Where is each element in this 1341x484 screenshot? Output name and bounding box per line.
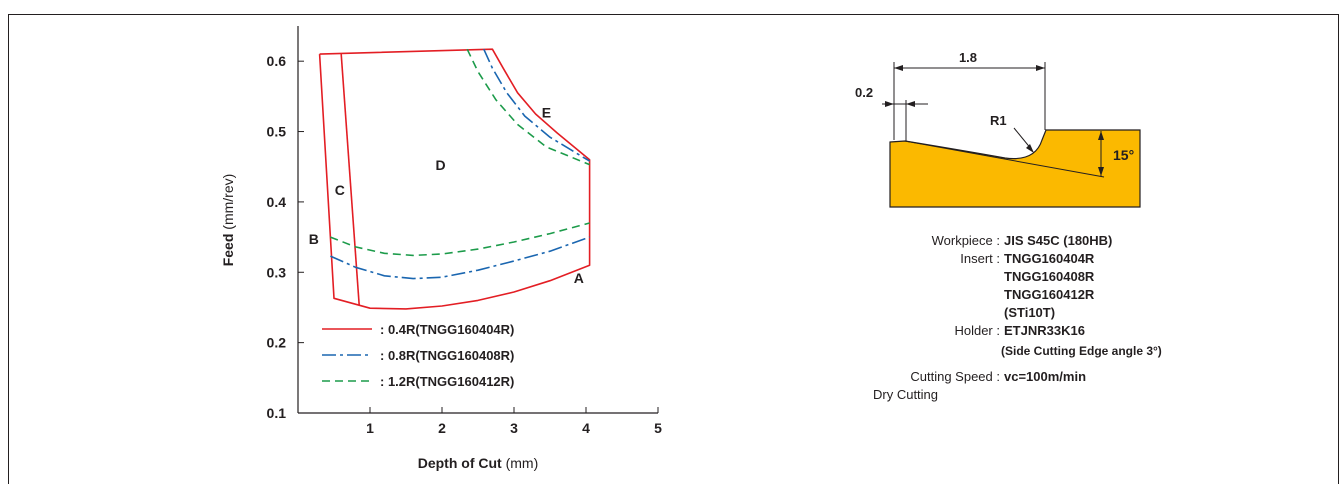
x-tick-label: 2 xyxy=(438,420,446,436)
figure-frame xyxy=(8,14,1339,484)
insert-diagram: 1.8 0.2 R1 15° xyxy=(855,50,1141,208)
region-label-a: A xyxy=(574,270,584,286)
legend-label-3: : 1.2R(TNGG160412R) xyxy=(380,374,514,389)
insert-value-2: TNGG160408R xyxy=(1004,269,1095,284)
series-1-boundary xyxy=(318,48,591,310)
dim-r1-label: R1 xyxy=(990,113,1007,128)
y-axis-title: Feed (mm/rev) xyxy=(220,174,236,267)
insert-label: Insert : xyxy=(960,251,1000,266)
chart-axes: 1 2 3 4 5 0.1 0.2 0.3 0.4 0.5 0.6 Depth of Cut (mm)… xyxy=(220,26,662,471)
y-tick-label: 0.6 xyxy=(267,53,287,69)
dim-angle-label: 15° xyxy=(1113,147,1134,163)
dim-1-8-label: 1.8 xyxy=(959,50,977,65)
insert-value-3: TNGG160412R xyxy=(1004,287,1095,302)
x-axis-title-bold: Depth of Cut xyxy=(418,455,506,471)
test-conditions: Workpiece : JIS S45C (180HB) Insert : TN… xyxy=(840,232,1260,442)
arrow-1-8-left xyxy=(894,65,903,71)
series-2-upper xyxy=(483,48,591,162)
chart-curves xyxy=(318,48,591,310)
series-3-lower xyxy=(330,222,590,257)
speed-label: Cutting Speed : xyxy=(910,369,1000,384)
chart-legend: : 0.4R(TNGG160404R) : 0.8R(TNGG160408R) : … xyxy=(322,322,514,389)
dry-cutting: Dry Cutting xyxy=(873,387,939,402)
r1-arrow xyxy=(1026,144,1034,153)
y-axis-title-unit: (mm/rev) xyxy=(220,174,236,230)
workpiece-label: Workpiece : xyxy=(931,233,1000,248)
series-2-lower xyxy=(330,236,590,280)
region-label-c: C xyxy=(335,182,345,198)
arrow-0-2-left xyxy=(885,101,894,107)
series-1-divider xyxy=(340,54,360,306)
holder-label: Holder : xyxy=(954,323,1000,338)
y-tick-label: 0.5 xyxy=(267,124,287,140)
x-axis-title: Depth of Cut (mm) xyxy=(418,455,539,471)
speed-value: vc=100m/min xyxy=(1004,369,1087,384)
workpiece-value: JIS S45C (180HB) xyxy=(1004,233,1113,248)
insert-grade: (STi10T) xyxy=(1004,305,1056,320)
y-axis-title-bold: Feed xyxy=(220,230,236,267)
holder-note: (Side Cutting Edge angle 3°) xyxy=(1001,344,1162,358)
region-label-b: B xyxy=(309,231,319,247)
legend-label-2: : 0.8R(TNGG160408R) xyxy=(380,348,514,363)
chart-labels: A B C D E xyxy=(309,104,584,285)
x-tick-label: 3 xyxy=(510,420,518,436)
insert-value-1: TNGG160404R xyxy=(1004,251,1095,266)
dim-0-2-label: 0.2 xyxy=(855,85,873,100)
arrow-0-2-right xyxy=(906,101,915,107)
angle-arrow-bottom xyxy=(1098,167,1104,176)
y-tick-label: 0.4 xyxy=(267,194,287,210)
x-axis-title-unit: (mm) xyxy=(506,455,539,471)
x-tick-label: 1 xyxy=(366,420,374,436)
y-tick-label: 0.2 xyxy=(267,335,287,351)
region-label-d: D xyxy=(435,157,445,173)
x-tick-label: 4 xyxy=(582,420,590,436)
ref-line-15deg xyxy=(904,140,1105,178)
y-tick-label: 0.1 xyxy=(267,405,287,421)
series-3-upper xyxy=(466,48,590,166)
region-label-e: E xyxy=(542,104,551,120)
y-tick-label: 0.3 xyxy=(267,264,287,280)
holder-value: ETJNR33K16 xyxy=(1004,323,1085,338)
angle-arrow-top xyxy=(1098,131,1104,140)
legend-label-1: : 0.4R(TNGG160404R) xyxy=(380,322,514,337)
x-tick-label: 5 xyxy=(654,420,662,436)
arrow-1-8-right xyxy=(1036,65,1045,71)
